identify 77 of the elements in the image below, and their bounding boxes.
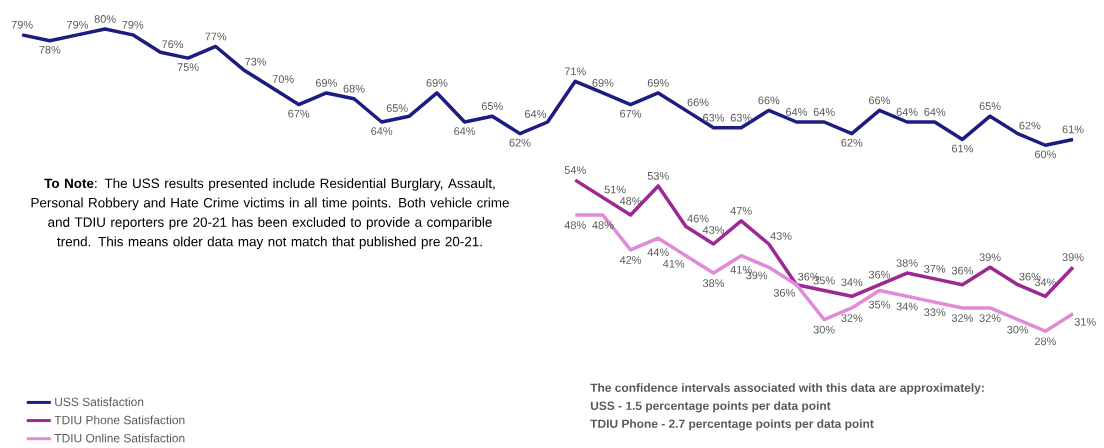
text: The confidence intervals associated with this data are approximately: — [590, 383, 984, 395]
data-label: 38% — [702, 279, 725, 288]
data-label: 32% — [841, 314, 863, 322]
data-label: 30% — [813, 325, 835, 334]
data-label: 46% — [687, 214, 709, 223]
legend-label: TDIU Online Satisfaction — [54, 433, 185, 443]
data-label: 65% — [979, 102, 1001, 110]
data-label: 43% — [702, 226, 725, 234]
data-label: 38% — [896, 259, 918, 267]
data-label: 78% — [39, 45, 61, 54]
data-label: 61% — [1062, 125, 1084, 134]
data-label: 76% — [162, 40, 184, 49]
data-label: 64% — [896, 108, 918, 116]
data-label: 32% — [979, 314, 1001, 322]
data-label: 63% — [703, 113, 725, 122]
data-label: 66% — [687, 98, 709, 107]
data-label: 42% — [619, 256, 642, 264]
data-label: 44% — [647, 248, 669, 257]
data-label: 67% — [288, 109, 310, 118]
data-label: 32% — [951, 314, 973, 322]
data-label: 64% — [525, 110, 546, 118]
data-label: 47% — [730, 206, 752, 215]
data-label: 65% — [481, 102, 503, 110]
legend-label: TDIU Phone Satisfaction — [54, 415, 185, 425]
data-label: 51% — [604, 185, 626, 194]
data-label: 36% — [868, 270, 891, 279]
data-label: 48% — [619, 197, 642, 205]
data-label: 34% — [841, 278, 863, 287]
data-label: 39% — [1062, 253, 1084, 262]
data-label: 67% — [620, 109, 642, 118]
data-label: 60% — [1034, 150, 1056, 159]
legend-label: USS Satisfaction — [55, 397, 144, 407]
data-label: 69% — [592, 79, 614, 87]
data-label: 69% — [647, 79, 669, 87]
data-label: 31% — [1074, 317, 1096, 326]
data-label: 64% — [454, 127, 476, 135]
data-label: 54% — [564, 166, 586, 174]
text: USS - 1.5 percentage points per data point — [590, 401, 831, 413]
data-label: 77% — [205, 32, 227, 41]
data-label: 62% — [509, 138, 531, 147]
data-label: 68% — [343, 84, 365, 93]
data-label: 79% — [11, 20, 33, 29]
data-label: 64% — [924, 108, 946, 116]
data-label: 69% — [315, 79, 337, 87]
data-label: 70% — [272, 75, 294, 83]
data-label: 53% — [647, 171, 669, 180]
data-label: 63% — [730, 113, 752, 122]
data-label: 75% — [177, 63, 199, 72]
annotation: To Note: The USS results presented include Residential Burglary, Assault, Personal Robbery and Hate Crime victims in all time points. Both vehicle crime and TDIU reporters pre 20-21 has been excluded to provide a comparible trend. This means older data may not match that published pre 20-21. — [31, 178, 509, 250]
data-label: 48% — [564, 221, 586, 229]
data-label: 65% — [386, 104, 408, 112]
data-label: 80% — [94, 15, 116, 23]
data-label: 66% — [869, 96, 891, 105]
data-label: 79% — [67, 20, 89, 29]
data-label: 36% — [951, 266, 973, 275]
data-label: 35% — [868, 300, 891, 309]
data-label: 62% — [1019, 121, 1041, 130]
data-label: 64% — [813, 108, 835, 116]
data-label: 71% — [564, 67, 586, 76]
data-label: 37% — [924, 264, 946, 273]
data-label: 73% — [245, 57, 267, 66]
data-label: 33% — [924, 308, 946, 317]
data-label: 64% — [371, 127, 393, 135]
data-label: 64% — [786, 108, 808, 116]
data-label: 69% — [426, 79, 448, 87]
data-label: 62% — [841, 138, 863, 147]
data-label: 39% — [979, 253, 1001, 262]
text: TDIU Phone - 2.7 percentage points per data point — [590, 419, 874, 431]
data-label: 61% — [952, 144, 973, 153]
data-label: 36% — [773, 288, 795, 297]
data-label: 41% — [662, 259, 685, 268]
data-label: 30% — [1007, 325, 1029, 334]
data-label: 79% — [122, 20, 144, 29]
data-label: 34% — [896, 302, 918, 311]
data-label: 28% — [1034, 337, 1056, 346]
data-label: 43% — [770, 232, 792, 240]
data-label: 66% — [758, 96, 780, 105]
